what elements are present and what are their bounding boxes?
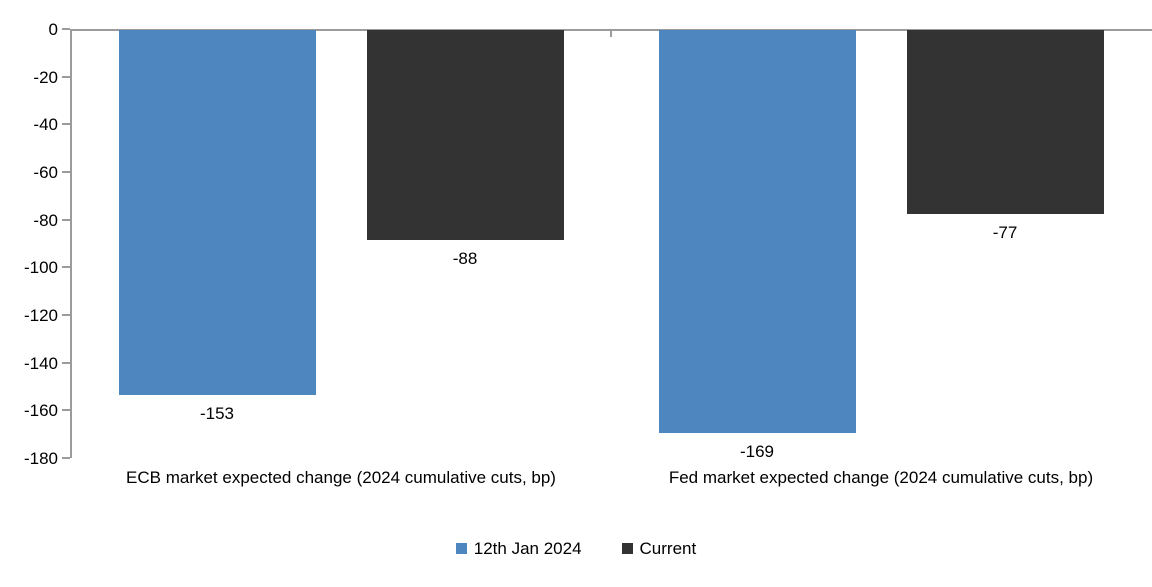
y-axis-tick-label: -20 bbox=[33, 67, 58, 87]
y-axis-tick-label: -120 bbox=[23, 306, 58, 325]
y-axis-tick bbox=[62, 266, 70, 269]
y-axis-tick bbox=[62, 314, 70, 316]
legend-item: Current bbox=[621, 539, 697, 558]
y-axis-tick-label: -180 bbox=[23, 449, 58, 468]
legend: 12th Jan 2024 Current bbox=[0, 540, 1152, 557]
bar-current bbox=[906, 30, 1104, 214]
legend-swatch bbox=[455, 543, 467, 554]
y-axis-tick-label: -140 bbox=[23, 353, 58, 373]
y-axis-tick bbox=[62, 171, 70, 173]
y-axis-tick bbox=[62, 123, 70, 126]
y-axis-tick-label: 0 bbox=[48, 20, 58, 39]
y-axis-tick bbox=[62, 457, 70, 459]
y-axis-line bbox=[70, 29, 72, 458]
legend-label: Current bbox=[639, 539, 697, 558]
legend-swatch bbox=[621, 543, 633, 554]
y-axis-tick bbox=[62, 361, 70, 364]
category-label: Fed market expected change (2024 cumulat… bbox=[668, 468, 1094, 487]
y-axis-tick-label: -40 bbox=[33, 115, 58, 135]
y-axis-tick-label: -160 bbox=[23, 401, 58, 421]
y-axis-tick bbox=[62, 28, 70, 30]
bar-current bbox=[366, 30, 564, 240]
legend-label: 12th Jan 2024 bbox=[473, 539, 582, 558]
x-axis-category-tick bbox=[610, 29, 612, 37]
bar-value-label: -77 bbox=[992, 222, 1018, 242]
y-axis-tick bbox=[62, 218, 70, 221]
y-axis-tick-label: -60 bbox=[33, 163, 58, 182]
y-axis-tick-label: -80 bbox=[33, 210, 58, 230]
bar-value-label: -88 bbox=[452, 248, 478, 268]
bar-12th-jan-2024 bbox=[658, 30, 856, 433]
bar-12th-jan-2024 bbox=[118, 30, 316, 395]
legend-item: 12th Jan 2024 bbox=[455, 539, 582, 558]
y-axis-tick bbox=[62, 75, 70, 78]
y-axis-tick bbox=[62, 409, 70, 412]
y-axis-tick-label: -100 bbox=[23, 258, 58, 278]
category-label: ECB market expected change (2024 cumulat… bbox=[126, 468, 556, 487]
bar-value-label: -169 bbox=[739, 441, 775, 461]
bar-value-label: -153 bbox=[199, 403, 235, 423]
